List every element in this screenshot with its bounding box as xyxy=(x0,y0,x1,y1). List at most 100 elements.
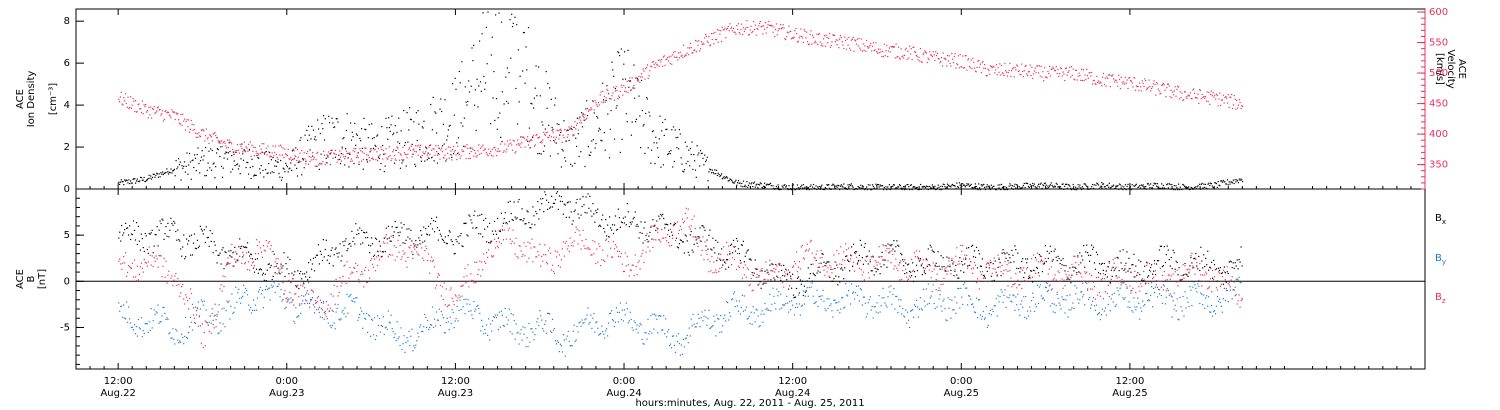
data-point xyxy=(643,227,645,229)
data-point xyxy=(274,151,276,153)
data-point xyxy=(353,162,355,165)
data-point xyxy=(363,152,365,154)
data-point xyxy=(730,178,732,181)
data-point xyxy=(1224,272,1226,274)
data-point xyxy=(785,39,787,41)
data-point xyxy=(906,272,908,274)
data-point xyxy=(716,314,718,316)
data-point xyxy=(291,150,293,152)
data-point xyxy=(561,200,563,203)
data-point xyxy=(1139,82,1141,84)
data-point xyxy=(371,123,373,125)
data-point xyxy=(560,195,562,198)
data-point xyxy=(861,50,863,52)
data-point xyxy=(889,291,891,293)
data-point xyxy=(253,175,255,177)
data-point xyxy=(685,162,687,165)
data-point xyxy=(190,178,192,180)
data-point xyxy=(1140,86,1142,88)
data-point xyxy=(748,182,750,184)
data-point xyxy=(1110,269,1112,271)
data-point xyxy=(119,183,121,185)
data-point xyxy=(457,236,459,238)
data-point xyxy=(462,306,464,308)
data-point xyxy=(133,100,135,102)
data-point xyxy=(511,149,514,151)
data-point xyxy=(685,55,687,57)
data-point xyxy=(927,283,929,285)
data-point xyxy=(1152,83,1154,85)
data-point xyxy=(466,303,468,305)
data-point xyxy=(325,239,327,241)
data-point xyxy=(946,183,949,185)
data-point xyxy=(949,266,951,268)
data-point xyxy=(424,153,426,155)
data-point xyxy=(205,135,207,137)
data-point xyxy=(650,314,652,317)
data-point xyxy=(319,132,321,135)
data-point xyxy=(735,179,737,181)
data-point xyxy=(785,268,787,270)
data-point xyxy=(215,250,217,252)
data-point xyxy=(122,234,124,236)
data-point xyxy=(830,188,832,190)
data-point xyxy=(1176,187,1178,189)
data-point xyxy=(1059,73,1061,75)
data-point xyxy=(1133,253,1135,255)
data-point xyxy=(391,328,393,330)
data-point xyxy=(1229,260,1231,262)
data-point xyxy=(251,144,253,146)
data-point xyxy=(741,23,743,25)
data-point xyxy=(318,162,320,165)
data-point xyxy=(221,308,223,310)
data-point xyxy=(811,188,813,190)
data-point xyxy=(749,186,751,188)
data-point xyxy=(486,241,488,243)
data-point xyxy=(390,124,392,126)
data-point xyxy=(285,154,288,156)
data-point xyxy=(230,141,232,143)
data-point xyxy=(657,156,659,158)
data-point xyxy=(524,146,526,148)
data-point xyxy=(633,64,635,66)
data-point xyxy=(323,256,325,258)
data-point xyxy=(250,307,252,309)
data-point xyxy=(1062,183,1064,185)
data-point xyxy=(771,263,773,265)
data-point xyxy=(191,160,193,162)
data-point xyxy=(833,299,835,301)
data-point xyxy=(1017,70,1019,72)
data-point xyxy=(908,57,910,59)
data-point xyxy=(1034,67,1036,69)
data-point xyxy=(703,43,705,45)
data-point xyxy=(973,61,975,63)
data-point xyxy=(931,290,933,293)
data-point xyxy=(555,136,557,138)
data-point xyxy=(347,248,349,250)
data-point xyxy=(345,316,347,318)
data-point xyxy=(688,254,690,256)
data-point xyxy=(819,41,821,43)
data-point xyxy=(521,339,523,341)
data-point xyxy=(984,317,986,319)
data-point xyxy=(426,326,428,329)
data-point xyxy=(345,150,347,152)
data-point xyxy=(572,330,574,332)
data-point xyxy=(575,137,577,139)
data-point xyxy=(1004,253,1006,255)
data-point xyxy=(759,281,761,283)
data-point xyxy=(722,29,724,31)
data-point xyxy=(793,296,796,298)
data-point xyxy=(732,252,734,254)
data-point xyxy=(284,171,286,173)
data-point xyxy=(957,287,959,289)
data-point xyxy=(803,285,805,287)
data-point xyxy=(806,31,808,33)
data-point xyxy=(772,31,774,33)
data-point xyxy=(1082,187,1084,189)
data-point xyxy=(995,189,997,191)
data-point xyxy=(626,80,628,82)
data-point xyxy=(670,55,672,57)
data-point xyxy=(1008,297,1010,299)
data-point xyxy=(549,134,551,137)
